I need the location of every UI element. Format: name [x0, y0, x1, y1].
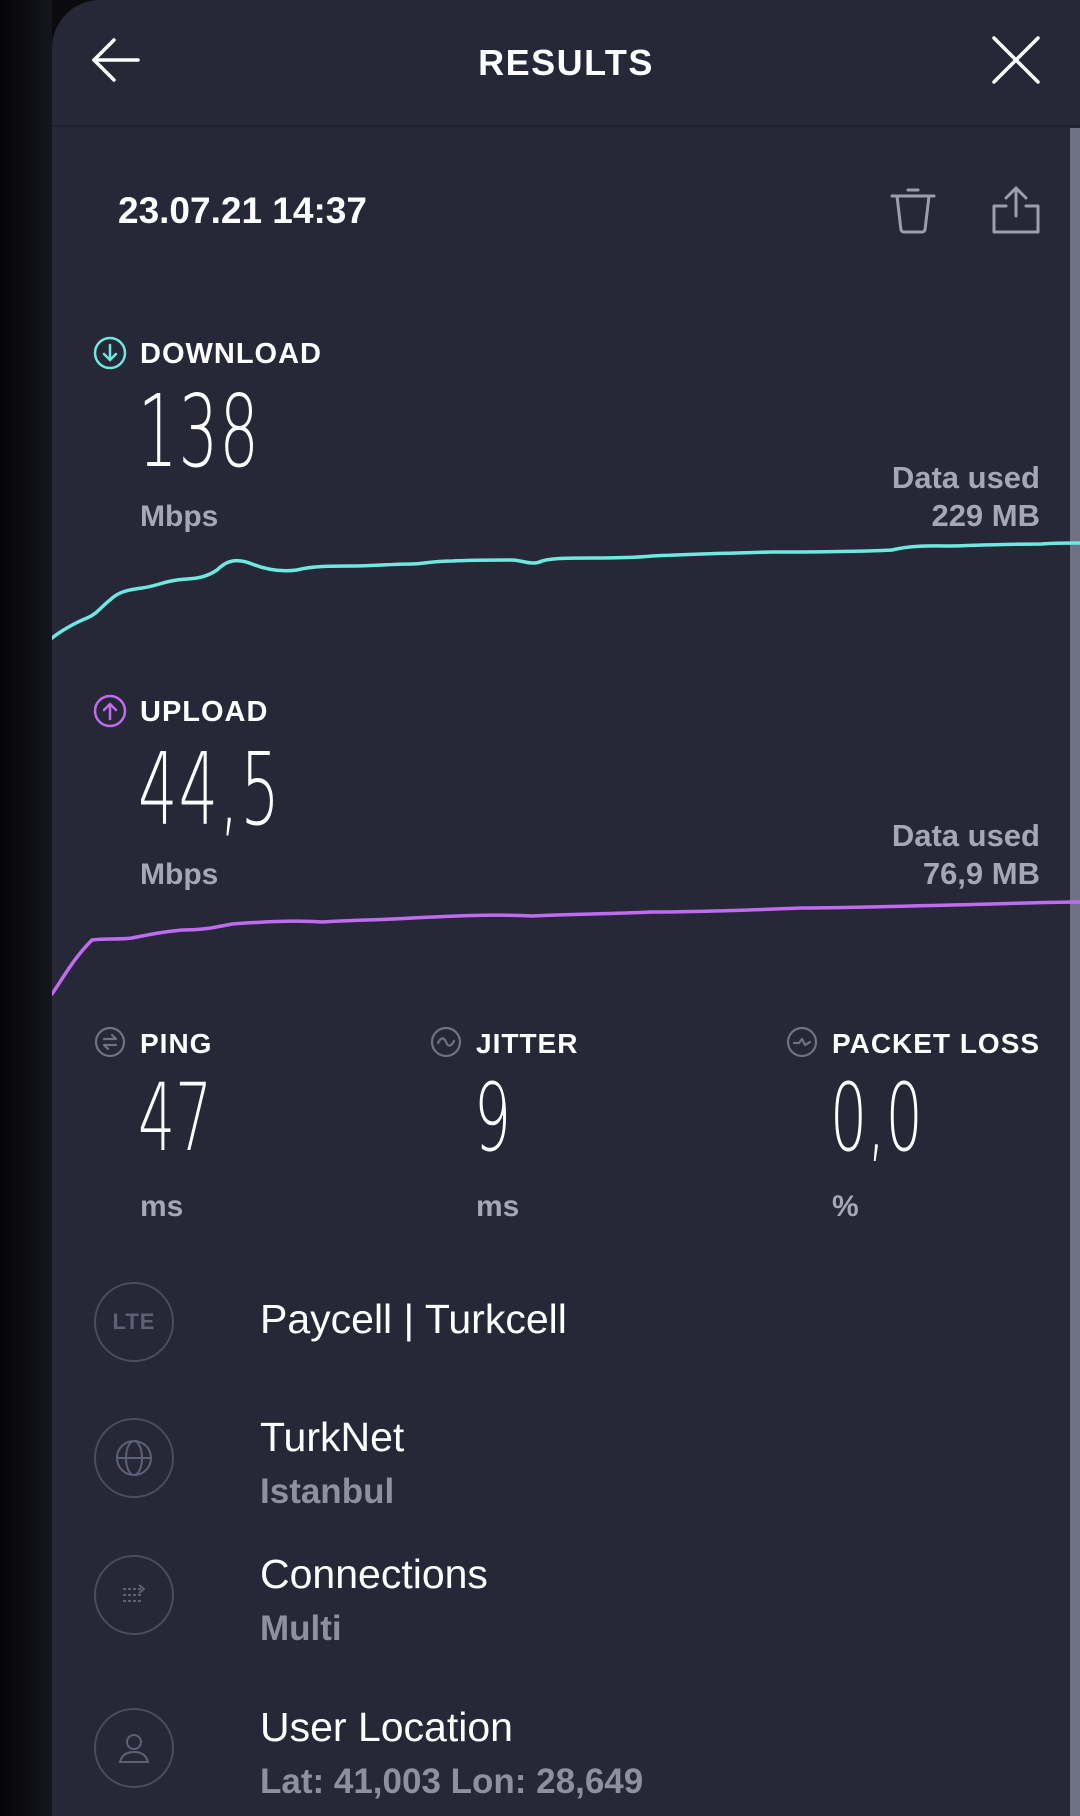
jitter-unit: ms — [476, 1190, 520, 1223]
server-city: Istanbul — [260, 1472, 395, 1511]
results-panel: RESULTS 23.07.21 14:37 DOWNLOA — [52, 0, 1080, 1816]
trash-icon[interactable] — [888, 186, 938, 236]
connections-row: Connections Multi — [94, 1551, 994, 1655]
ping-icon — [94, 1026, 126, 1058]
jitter-value: 9 — [474, 1064, 512, 1173]
upload-graph-line — [52, 900, 1080, 996]
upload-unit: Mbps — [140, 858, 219, 891]
download-data-used: Data used 229 MB — [892, 459, 1040, 535]
arrow-left-icon[interactable] — [88, 32, 144, 88]
download-unit: Mbps — [140, 500, 219, 533]
upload-data-used-label: Data used — [891, 818, 1040, 853]
connections-label: Connections — [260, 1551, 488, 1597]
upload-value: 44,5 — [138, 731, 282, 848]
jitter-label: JITTER — [476, 1028, 579, 1059]
lte-badge: LTE — [94, 1282, 174, 1362]
download-arrow-icon — [93, 336, 127, 370]
network-row: LTE Paycell | Turkcell — [94, 1282, 994, 1362]
globe-icon — [94, 1418, 174, 1498]
packet-loss-unit: % — [832, 1190, 859, 1223]
packet-loss-value: 0,0 — [830, 1064, 923, 1173]
user-icon-svg — [118, 1734, 150, 1763]
upload-speed-graph — [52, 900, 1080, 996]
background-strip — [0, 0, 52, 1816]
globe-icon-svg — [116, 1440, 152, 1476]
share-icon[interactable] — [990, 184, 1042, 236]
ping-value: 47 — [138, 1064, 213, 1173]
download-data-used-label: Data used — [891, 460, 1040, 495]
lte-badge-text: LTE — [112, 1309, 156, 1334]
connections-icon-svg — [123, 1584, 146, 1602]
connections-icon — [94, 1555, 174, 1635]
packet-loss-icon — [786, 1026, 818, 1058]
server-provider: TurkNet — [260, 1414, 405, 1460]
page-title: RESULTS — [478, 42, 654, 83]
server-row: TurkNet Istanbul — [94, 1414, 994, 1518]
upload-arrow-icon — [93, 694, 127, 728]
download-graph-line — [52, 541, 1080, 640]
connections-value: Multi — [260, 1609, 342, 1648]
packet-loss-label: PACKET LOSS — [832, 1028, 1041, 1059]
carrier-name: Paycell | Turkcell — [260, 1296, 567, 1342]
upload-data-used: Data used 76,9 MB — [892, 817, 1040, 893]
close-icon[interactable] — [990, 34, 1042, 86]
download-label: DOWNLOAD — [140, 338, 322, 370]
jitter-icon — [430, 1026, 462, 1058]
result-timestamp: 23.07.21 14:37 — [118, 190, 367, 231]
download-data-used-value: 229 MB — [931, 498, 1040, 533]
location-row: User Location Lat: 41,003 Lon: 28,649 — [94, 1704, 994, 1808]
scrollbar[interactable] — [1070, 128, 1080, 1816]
ping-unit: ms — [140, 1190, 184, 1223]
upload-data-used-value: 76,9 MB — [922, 856, 1040, 891]
location-label: User Location — [260, 1704, 513, 1750]
upload-label: UPLOAD — [140, 696, 269, 728]
header: RESULTS — [52, 0, 1080, 127]
location-coordinates: Lat: 41,003 Lon: 28,649 — [260, 1762, 644, 1801]
download-value: 138 — [138, 373, 261, 490]
ping-label: PING — [140, 1028, 213, 1059]
user-icon — [94, 1708, 174, 1788]
download-speed-graph — [52, 541, 1080, 640]
